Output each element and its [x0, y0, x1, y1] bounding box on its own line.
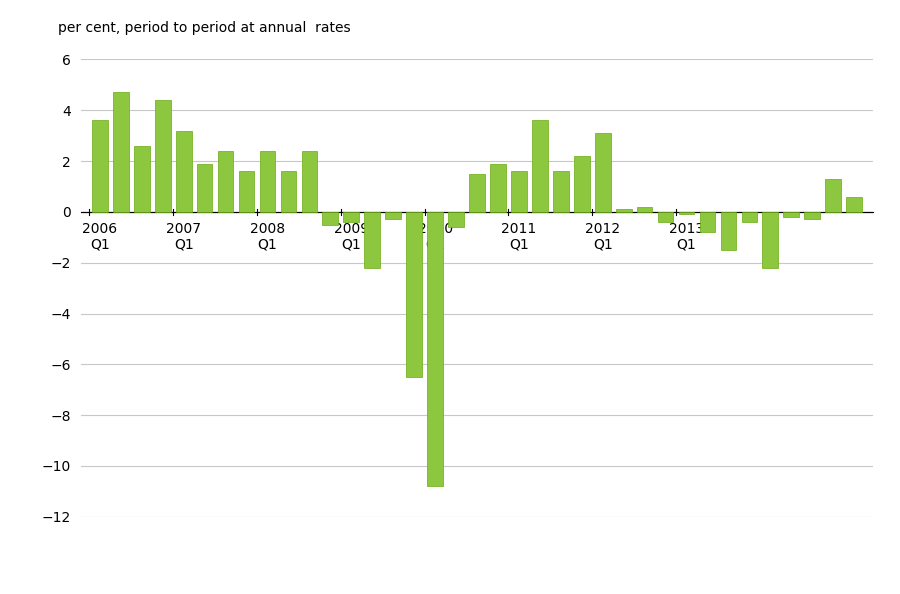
Bar — [491, 163, 506, 212]
Bar — [113, 93, 129, 212]
Bar — [322, 212, 338, 225]
Bar — [302, 151, 317, 212]
Bar — [658, 212, 673, 222]
Bar — [197, 163, 212, 212]
Bar — [742, 212, 757, 222]
Bar — [574, 156, 590, 212]
Bar — [699, 212, 716, 232]
Bar — [553, 171, 569, 212]
Bar — [721, 212, 736, 250]
Bar — [259, 151, 275, 212]
Bar — [406, 212, 422, 377]
Bar — [805, 212, 820, 220]
Text: per cent, period to period at annual  rates: per cent, period to period at annual rat… — [58, 21, 351, 35]
Bar — [532, 121, 548, 212]
Bar — [155, 100, 171, 212]
Bar — [281, 171, 296, 212]
Bar — [846, 197, 862, 212]
Bar — [762, 212, 778, 268]
Bar — [385, 212, 401, 220]
Bar — [679, 212, 695, 214]
Bar — [134, 146, 149, 212]
Bar — [92, 121, 108, 212]
Bar — [428, 212, 443, 486]
Bar — [595, 133, 610, 212]
Bar — [616, 209, 632, 212]
Bar — [364, 212, 380, 268]
Bar — [176, 131, 192, 212]
Bar — [511, 171, 526, 212]
Bar — [238, 171, 255, 212]
Bar — [344, 212, 359, 222]
Bar — [218, 151, 233, 212]
Bar — [637, 207, 652, 212]
Bar — [469, 174, 485, 212]
Bar — [783, 212, 799, 217]
Bar — [448, 212, 464, 227]
Bar — [825, 179, 841, 212]
